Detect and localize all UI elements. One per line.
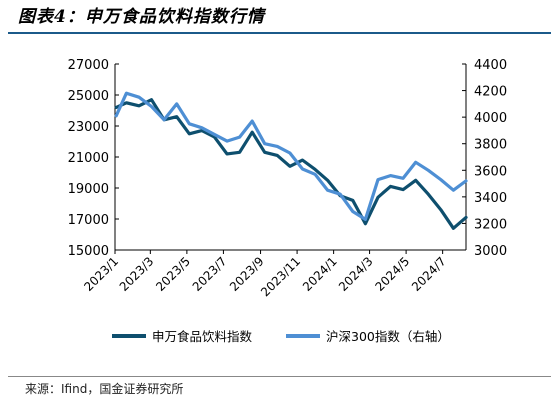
series-line-1 (114, 98, 468, 230)
right-y-tick-label: 3600 (474, 164, 507, 179)
left-y-tick-label: 19000 (68, 182, 109, 197)
x-tick-label: 2024/7 (409, 254, 449, 294)
right-y-tick-label: 3200 (474, 217, 507, 232)
left-y-tick-label: 27000 (68, 58, 109, 73)
title-divider (8, 32, 551, 34)
x-tick-label: 2023/5 (153, 254, 193, 294)
x-tick-label: 2023/3 (117, 254, 157, 294)
source-note: 来源：Ifind，国金证券研究所 (25, 382, 184, 396)
source-divider (8, 376, 551, 377)
x-tick-label: 2024/3 (336, 254, 376, 294)
x-tick-label: 2024/1 (300, 254, 340, 294)
x-tick-label: 2024/5 (372, 254, 412, 294)
right-y-tick-label: 4400 (474, 58, 507, 73)
right-y-tick-label: 3400 (474, 191, 507, 206)
right-y-tick-label: 4200 (474, 85, 507, 100)
right-y-tick-label: 3000 (474, 244, 507, 259)
legend-label-2: 沪深300指数（右轴） (326, 329, 450, 344)
left-y-tick-label: 15000 (68, 244, 109, 259)
x-tick-label: 2023/11 (258, 254, 303, 299)
right-y-tick-label: 3800 (474, 138, 507, 153)
left-y-tick-label: 17000 (68, 213, 109, 228)
legend-label-1: 申万食品饮料指数 (152, 329, 253, 344)
left-y-tick-label: 23000 (68, 120, 109, 135)
x-tick-label: 2023/1 (81, 254, 121, 294)
x-tick-label: 2023/7 (190, 254, 230, 294)
left-y-tick-label: 21000 (68, 151, 109, 166)
left-y-tick-label: 25000 (68, 89, 109, 104)
right-y-tick-label: 4000 (474, 111, 507, 126)
page-title: 图表4：申万食品饮料指数行情 (18, 7, 265, 27)
series-line-2 (114, 91, 468, 221)
